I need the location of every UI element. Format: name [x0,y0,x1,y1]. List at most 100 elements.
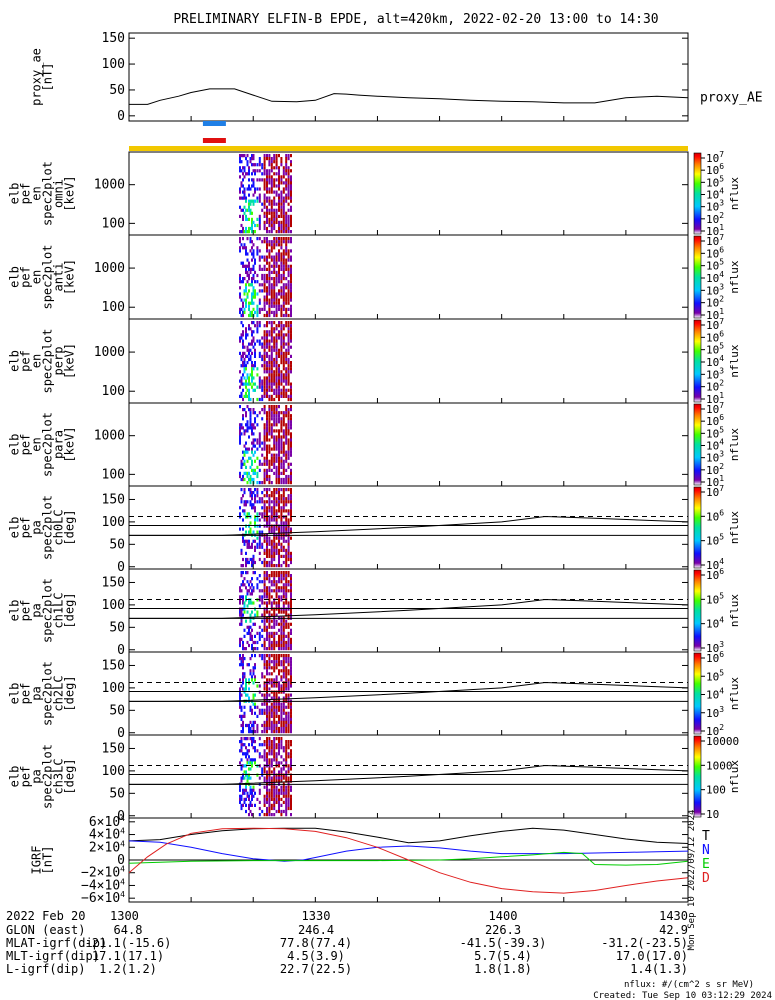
spectrogram-cell [266,720,268,724]
spectrogram-cell [245,226,247,231]
spectrogram-cell [290,708,292,712]
spectrogram-cell [290,160,292,164]
spectrogram-cell [243,690,246,694]
spectrogram-cell [252,681,255,685]
spectrogram-cell [280,391,283,395]
spectrogram-cell [278,474,280,479]
spectrogram-cell [268,477,271,482]
spectrogram-cell [273,770,276,774]
spectrogram-cell [266,420,268,424]
spectrogram-cell [278,435,280,439]
spectrogram-cell [256,613,259,617]
spectrogram-cell [254,342,256,346]
spectrogram-cell [285,711,288,715]
spectrogram-cell [248,166,250,170]
spectrogram-cell [268,749,271,753]
colorbar-label-group: nflux [728,760,741,793]
ephemeris-value: MLAT-igrf(dip) [6,936,107,950]
spectrogram-cell [280,336,283,340]
spectrogram-cell [252,491,255,495]
spectrogram-cell [242,264,244,268]
spectrogram-cell [268,619,271,623]
spectrogram-cell [249,226,252,231]
spectrogram-cell [248,342,250,346]
spectrogram-cell [263,336,266,340]
spectrogram-cell [275,613,278,617]
spectrogram-cell [251,385,253,389]
spectrogram-cell [268,264,271,268]
spectrogram-cell [263,794,266,798]
spectrogram-cell [275,604,278,608]
spectrogram-cell [285,237,288,241]
spectrogram-cell [287,255,290,259]
spectrogram-cell [275,211,278,215]
spectrogram-cell [242,261,244,265]
spectrogram-cell [280,465,283,469]
spectrogram-cell [249,327,252,331]
spectrogram-cell [270,681,273,685]
spectrogram-cell [270,643,273,648]
panel-1: 1000100elbpefenspec2plotomni[keV]1071061… [8,150,742,238]
spectrogram-cell [251,163,253,167]
spectrogram-cell [270,223,273,228]
spectrogram-cell [273,580,276,584]
spectrogram-cell [251,803,253,807]
spectrogram-cell [240,551,243,555]
spectrogram-cell [268,364,271,368]
spectrogram-cell [256,684,259,688]
spectrogram-cell [240,313,243,318]
spectrogram-cell [275,592,278,596]
spectrogram-cell [248,767,250,771]
spectrogram-cells [239,237,292,318]
spectrogram-cell [242,791,244,795]
spectrogram-cell [290,447,292,451]
spectrogram-cell [287,258,290,262]
spectrogram-cell [246,749,249,753]
spectrogram-cell [243,577,246,581]
spectrogram-cell [285,785,288,789]
spectrogram-cell [282,592,285,596]
spectrogram-cell [263,313,266,318]
spectrogram-cell [275,755,278,759]
spectrogram-cell [287,267,290,271]
spectrogram-cell [261,580,264,584]
y-axis-label-line: [nT] [41,846,55,875]
spectrogram-cell [246,773,249,777]
spectrogram-cell [249,592,252,596]
spectrogram-cell [280,708,283,712]
spectrogram-cell [275,571,278,575]
spectrogram-cell [287,696,290,700]
spectrogram-cell [254,364,256,368]
spectrogram-cell [275,283,278,287]
spectrogram-cell [268,444,271,448]
spectrogram-cell [280,755,283,759]
spectrogram-cell [290,577,292,581]
spectrogram-cell [280,394,283,398]
spectrogram-cell [268,373,271,377]
spectrogram-cell [273,157,276,161]
spectrogram-cell [242,494,244,498]
spectrogram-cell [263,324,266,328]
spectrogram-cell [287,240,290,244]
spectrogram-cell [275,295,278,299]
spectrogram-cell [266,456,268,460]
spectrogram-cell [240,208,243,212]
spectrogram-cell [270,459,273,463]
spectrogram-cell [285,740,288,744]
spectrogram-cell [245,270,247,274]
time-axis-label: 2022 Feb 20 [6,909,85,923]
spectrogram-cell [243,607,246,611]
spectrogram-cell [242,681,244,685]
spectrogram-cell [278,249,280,253]
spectrogram-cell [287,521,290,525]
spectrogram-cell [248,542,250,546]
spectrogram-cell [263,187,266,191]
spectrogram-cell [270,217,273,221]
spectrogram-cell [239,205,241,209]
spectrogram-cell [278,791,280,795]
spectrogram-cell [290,794,292,798]
spectrogram-cell [287,456,290,460]
colorbar-label-group: nflux [728,677,741,710]
spectrogram-cell [263,477,266,482]
